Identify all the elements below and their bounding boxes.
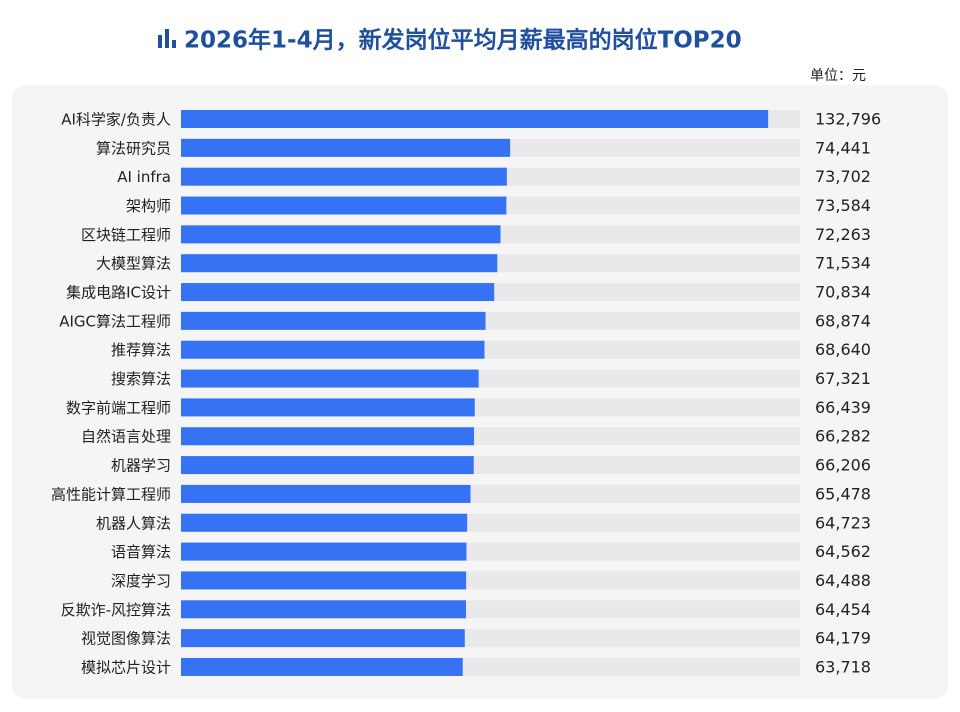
value-label: 70,834: [815, 283, 871, 302]
value-label: 64,488: [815, 571, 871, 590]
value-label: 67,321: [815, 369, 871, 388]
value-label: 65,478: [815, 484, 871, 503]
unit-label: 单位：元: [810, 68, 866, 84]
category-label: 机器学习: [111, 457, 171, 475]
bar: [181, 629, 465, 648]
value-label: 64,179: [815, 629, 871, 648]
bar: [181, 254, 498, 273]
bar: [181, 398, 475, 417]
category-label: 自然语言处理: [81, 428, 171, 446]
category-label: 视觉图像算法: [81, 630, 171, 648]
category-label: 数字前端工程师: [66, 399, 171, 417]
chart-title: 2026年1-4月，新发岗位平均月薪最高的岗位TOP20: [184, 27, 742, 54]
value-label: 132,796: [815, 110, 881, 129]
category-label: 高性能计算工程师: [51, 485, 171, 503]
category-label: 模拟芯片设计: [81, 658, 171, 676]
category-label: 架构师: [126, 197, 171, 215]
value-label: 71,534: [815, 254, 871, 273]
category-label: 机器人算法: [96, 514, 171, 532]
value-label: 64,454: [815, 600, 871, 619]
category-label: 语音算法: [111, 543, 171, 561]
category-label: AI infra: [117, 168, 171, 186]
value-label: 63,718: [815, 657, 871, 676]
category-label: 区块链工程师: [81, 226, 171, 244]
bar: [181, 196, 507, 215]
bar: [181, 167, 507, 186]
bar: [181, 484, 471, 503]
category-label: 推荐算法: [111, 341, 171, 359]
category-label: AI科学家/负责人: [61, 111, 171, 129]
value-label: 66,439: [815, 398, 871, 417]
value-label: 72,263: [815, 225, 871, 244]
category-label: 算法研究员: [96, 139, 171, 157]
bar: [181, 138, 511, 157]
value-label: 73,584: [815, 196, 871, 215]
category-label: AIGC算法工程师: [59, 312, 171, 330]
value-label: 74,441: [815, 138, 871, 157]
bar: [181, 311, 486, 330]
bar: [181, 283, 495, 302]
bar: [181, 657, 463, 676]
bar: [181, 571, 467, 590]
value-label: 66,282: [815, 427, 871, 446]
category-label: 大模型算法: [96, 255, 171, 273]
value-label: 68,874: [815, 311, 871, 330]
bar: [181, 456, 474, 475]
value-label: 64,723: [815, 513, 871, 532]
bar: [181, 513, 468, 532]
bar: [181, 542, 467, 561]
value-label: 68,640: [815, 340, 871, 359]
category-label: 反欺诈-风控算法: [61, 601, 171, 619]
bar: [181, 369, 479, 388]
bar: [181, 427, 475, 446]
bar: [181, 225, 501, 244]
value-label: 64,562: [815, 542, 871, 561]
category-label: 集成电路IC设计: [66, 284, 171, 302]
category-label: 深度学习: [111, 572, 171, 590]
value-label: 66,206: [815, 456, 871, 475]
bar: [181, 110, 769, 128]
value-label: 73,702: [815, 167, 871, 186]
category-label: 搜索算法: [111, 370, 171, 388]
title-icon: [158, 29, 176, 48]
bar: [181, 600, 466, 619]
bar: [181, 340, 485, 359]
